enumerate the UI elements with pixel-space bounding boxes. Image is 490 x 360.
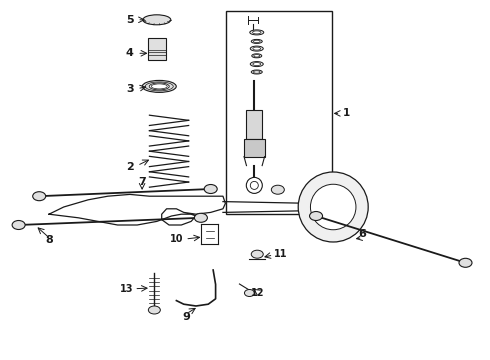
Text: 13: 13 bbox=[120, 284, 133, 294]
Circle shape bbox=[298, 172, 368, 242]
Text: 12: 12 bbox=[250, 288, 264, 298]
Ellipse shape bbox=[251, 70, 262, 74]
Ellipse shape bbox=[250, 62, 263, 67]
Ellipse shape bbox=[250, 30, 264, 35]
Ellipse shape bbox=[195, 213, 207, 222]
Text: 1: 1 bbox=[343, 108, 350, 118]
Ellipse shape bbox=[253, 40, 260, 42]
Ellipse shape bbox=[253, 47, 261, 50]
Ellipse shape bbox=[251, 250, 263, 258]
Ellipse shape bbox=[251, 39, 262, 44]
Ellipse shape bbox=[245, 289, 254, 297]
Text: 4: 4 bbox=[126, 48, 134, 58]
Ellipse shape bbox=[250, 46, 263, 51]
Bar bbox=[226, 11, 332, 214]
Ellipse shape bbox=[254, 55, 260, 57]
Text: 7: 7 bbox=[138, 177, 146, 187]
Text: 2: 2 bbox=[126, 162, 134, 172]
Text: 11: 11 bbox=[274, 249, 288, 259]
Ellipse shape bbox=[12, 220, 25, 230]
Ellipse shape bbox=[253, 63, 261, 66]
Ellipse shape bbox=[252, 54, 262, 58]
Text: 3: 3 bbox=[126, 84, 134, 94]
Text: 5: 5 bbox=[126, 15, 134, 25]
Ellipse shape bbox=[253, 71, 260, 73]
Ellipse shape bbox=[459, 258, 472, 267]
Ellipse shape bbox=[271, 185, 284, 194]
Bar bbox=[244, 139, 265, 157]
Ellipse shape bbox=[33, 192, 46, 201]
Bar bbox=[246, 110, 262, 139]
Ellipse shape bbox=[149, 83, 169, 90]
Circle shape bbox=[250, 181, 258, 189]
Ellipse shape bbox=[142, 80, 176, 93]
Text: 10: 10 bbox=[170, 234, 184, 244]
Text: 9: 9 bbox=[182, 312, 190, 322]
Text: 6: 6 bbox=[359, 229, 367, 239]
Text: 8: 8 bbox=[45, 235, 53, 246]
Ellipse shape bbox=[310, 211, 322, 220]
Ellipse shape bbox=[143, 15, 171, 25]
Ellipse shape bbox=[252, 31, 261, 34]
Circle shape bbox=[246, 177, 262, 193]
Ellipse shape bbox=[148, 306, 160, 314]
Ellipse shape bbox=[204, 184, 217, 194]
Circle shape bbox=[311, 184, 356, 230]
Bar bbox=[148, 38, 166, 60]
